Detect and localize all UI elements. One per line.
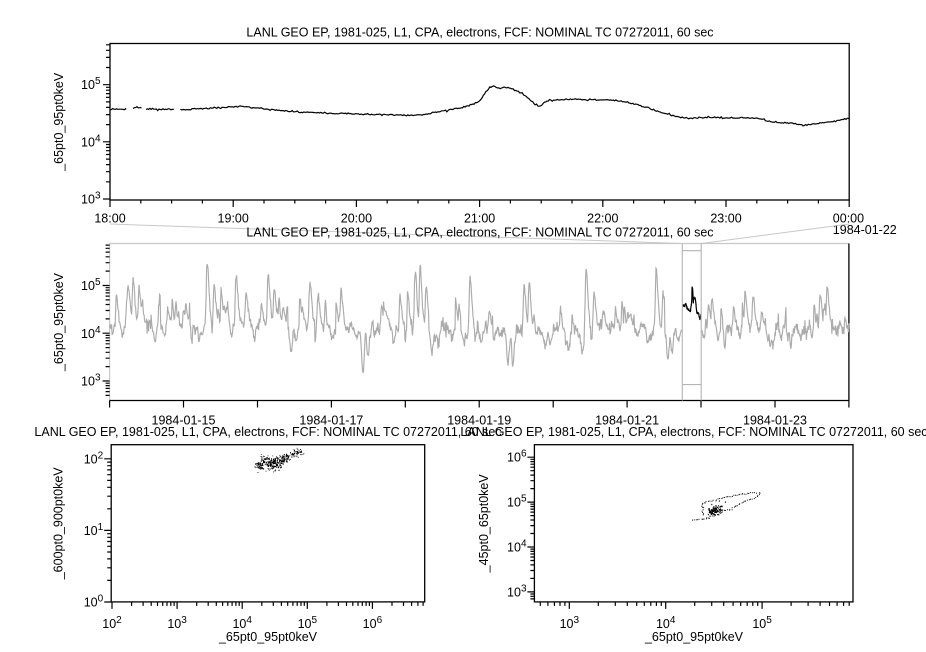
svg-text:19:00: 19:00	[218, 211, 249, 225]
svg-text:_45pt0_65pt0keV: _45pt0_65pt0keV	[477, 474, 491, 574]
svg-text:1984-01-15: 1984-01-15	[152, 413, 216, 427]
svg-text:LANL GEO EP, 1981-025, L1, CPA: LANL GEO EP, 1981-025, L1, CPA, electron…	[460, 425, 926, 439]
svg-text:23:00: 23:00	[710, 211, 741, 225]
svg-text:_65pt0_95pt0keV: _65pt0_95pt0keV	[52, 272, 66, 372]
svg-text:_65pt0_95pt0keV: _65pt0_95pt0keV	[218, 630, 318, 644]
svg-text:1984-01-19: 1984-01-19	[447, 413, 511, 427]
svg-text:_65pt0_95pt0keV: _65pt0_95pt0keV	[52, 72, 66, 172]
svg-text:LANL GEO EP, 1981-025, L1, CPA: LANL GEO EP, 1981-025, L1, CPA, electron…	[246, 225, 713, 239]
svg-text:LANL GEO EP, 1981-025, L1, CPA: LANL GEO EP, 1981-025, L1, CPA, electron…	[246, 26, 713, 40]
svg-text:LANL GEO EP, 1981-025, L1, CPA: LANL GEO EP, 1981-025, L1, CPA, electron…	[34, 425, 501, 439]
svg-text:_600pt0_900pt0keV: _600pt0_900pt0keV	[52, 467, 66, 581]
svg-text:20:00: 20:00	[341, 211, 372, 225]
svg-text:18:00: 18:00	[94, 211, 125, 225]
svg-text:1984-01-22: 1984-01-22	[833, 223, 897, 237]
svg-text:22:00: 22:00	[587, 211, 618, 225]
svg-text:1984-01-21: 1984-01-21	[595, 413, 659, 427]
svg-text:_65pt0_95pt0keV: _65pt0_95pt0keV	[644, 630, 744, 644]
svg-text:1984-01-17: 1984-01-17	[299, 413, 363, 427]
svg-text:21:00: 21:00	[464, 211, 495, 225]
svg-text:00:00: 00:00	[833, 211, 864, 225]
svg-text:1984-01-23: 1984-01-23	[743, 413, 807, 427]
